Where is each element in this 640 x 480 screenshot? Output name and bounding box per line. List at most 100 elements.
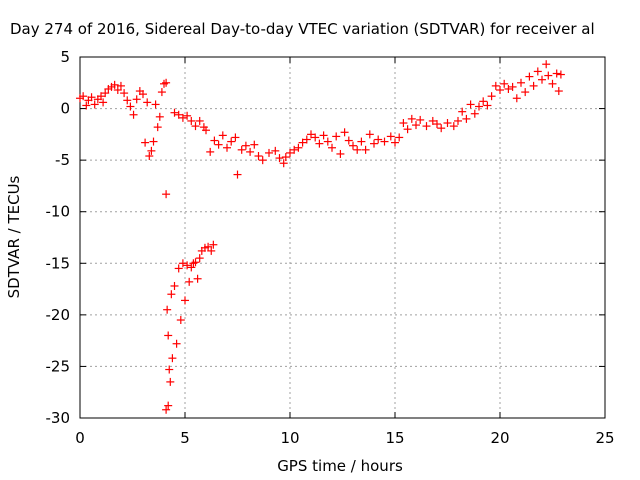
data-point-plus-marker: [153, 123, 162, 132]
data-point-plus-marker: [340, 128, 349, 137]
data-point-plus-marker: [466, 100, 475, 109]
data-point-plus-marker: [174, 110, 183, 119]
y-tick-label: -5: [55, 151, 70, 169]
data-point-plus-marker: [191, 122, 200, 131]
data-point-plus-marker: [90, 100, 99, 109]
data-point-plus-marker: [386, 132, 395, 141]
data-point-plus-marker: [508, 82, 517, 91]
data-point-plus-marker: [210, 136, 219, 145]
data-point-plus-marker: [183, 111, 192, 120]
data-point-plus-marker: [407, 114, 416, 123]
data-point-plus-marker: [487, 92, 496, 101]
data-point-plus-marker: [454, 116, 462, 125]
data-point-plus-marker: [365, 130, 374, 139]
data-point-plus-marker: [517, 78, 525, 87]
data-point-plus-marker: [433, 120, 441, 129]
plot-area-frame: [79, 56, 606, 419]
data-point-plus-marker: [181, 296, 189, 305]
data-point-plus-marker: [449, 122, 458, 131]
data-point-plus-marker: [164, 331, 173, 340]
data-point-plus-marker: [542, 60, 551, 69]
data-point-plus-marker: [157, 88, 166, 97]
data-point-plus-marker: [290, 145, 299, 154]
data-point-plus-marker: [286, 148, 294, 157]
data-point-plus-marker: [349, 141, 357, 150]
data-point-plus-marker: [162, 190, 171, 199]
data-point-plus-marker: [99, 98, 108, 107]
data-point-plus-marker: [458, 107, 467, 116]
x-tick-label: 5: [180, 429, 190, 447]
data-point-plus-marker: [370, 139, 378, 148]
data-point-plus-marker: [174, 264, 183, 273]
data-point-plus-marker: [209, 240, 218, 249]
data-point-plus-marker: [231, 133, 240, 142]
data-point-layer: [76, 60, 565, 414]
data-point-plus-marker: [204, 242, 213, 251]
data-point-plus-marker: [500, 79, 509, 88]
data-point-plus-marker: [183, 261, 192, 270]
data-point-plus-marker: [462, 114, 471, 123]
data-point-plus-marker: [195, 116, 204, 125]
data-point-plus-marker: [116, 81, 125, 90]
data-point-plus-marker: [178, 259, 187, 268]
data-point-plus-marker: [344, 136, 353, 145]
data-point-plus-marker: [176, 316, 185, 325]
data-point-plus-marker: [123, 96, 132, 105]
data-point-plus-marker: [416, 115, 425, 124]
data-point-plus-marker: [141, 138, 150, 147]
data-point-plus-marker: [120, 89, 129, 98]
data-point-plus-marker: [187, 263, 196, 272]
data-point-plus-marker: [178, 113, 187, 122]
data-point-plus-marker: [237, 145, 246, 154]
y-tick-label: 0: [60, 100, 70, 118]
data-point-plus-marker: [319, 131, 328, 140]
data-point-plus-marker: [218, 131, 227, 140]
data-point-plus-marker: [328, 143, 336, 152]
data-point-plus-marker: [223, 143, 231, 152]
data-point-plus-marker: [145, 152, 154, 161]
data-point-plus-marker: [126, 102, 135, 111]
data-point-plus-marker: [147, 146, 156, 155]
data-point-plus-marker: [525, 72, 534, 81]
data-point-plus-marker: [422, 122, 431, 131]
data-point-plus-marker: [479, 97, 488, 106]
grid-layer: [80, 57, 605, 418]
data-point-plus-marker: [162, 78, 171, 87]
data-point-plus-marker: [170, 281, 179, 290]
data-point-plus-marker: [353, 145, 362, 154]
data-point-plus-marker: [307, 130, 315, 139]
data-point-plus-marker: [443, 119, 452, 128]
data-point-plus-marker: [241, 141, 250, 150]
data-point-plus-marker: [250, 140, 259, 149]
data-point-plus-marker: [87, 93, 96, 102]
x-tick-label: 10: [280, 429, 299, 447]
data-point-plus-marker: [189, 259, 198, 268]
data-point-plus-marker: [357, 137, 366, 146]
data-point-plus-marker: [504, 84, 513, 93]
data-point-plus-marker: [82, 101, 91, 110]
data-point-plus-marker: [544, 71, 553, 80]
data-point-plus-marker: [554, 87, 563, 96]
data-point-plus-marker: [483, 101, 492, 110]
y-tick-label: -25: [46, 357, 71, 375]
data-point-plus-marker: [395, 133, 404, 142]
data-point-plus-marker: [281, 153, 290, 162]
data-point-plus-marker: [475, 102, 483, 111]
data-point-plus-marker: [279, 159, 288, 168]
data-point-plus-marker: [529, 81, 538, 90]
data-point-plus-marker: [101, 89, 110, 98]
data-point-plus-marker: [164, 401, 173, 410]
data-point-plus-marker: [311, 133, 320, 142]
data-point-plus-marker: [403, 125, 412, 134]
data-point-plus-marker: [380, 137, 389, 146]
data-point-plus-marker: [428, 116, 437, 125]
data-point-plus-marker: [437, 124, 446, 133]
data-point-plus-marker: [271, 146, 280, 155]
data-point-plus-marker: [470, 109, 479, 118]
data-point-plus-marker: [294, 143, 303, 152]
data-point-plus-marker: [160, 79, 168, 88]
data-point-plus-marker: [113, 86, 122, 95]
data-point-plus-marker: [302, 135, 311, 144]
data-point-plus-marker: [374, 135, 383, 144]
data-point-plus-marker: [512, 94, 521, 103]
